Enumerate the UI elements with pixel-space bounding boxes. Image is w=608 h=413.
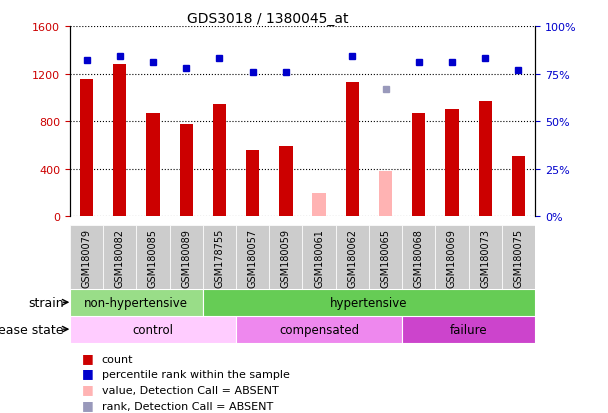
Bar <box>170 225 203 289</box>
Bar <box>80 80 93 217</box>
Bar <box>103 225 136 289</box>
Bar <box>512 156 525 217</box>
Text: GSM180075: GSM180075 <box>513 228 523 287</box>
Text: GSM180061: GSM180061 <box>314 228 324 287</box>
Text: GSM180085: GSM180085 <box>148 228 158 287</box>
Text: GSM180089: GSM180089 <box>181 228 191 287</box>
Bar <box>346 83 359 217</box>
Bar <box>435 225 469 289</box>
Text: compensated: compensated <box>279 323 359 336</box>
Bar <box>402 225 435 289</box>
Text: GSM180065: GSM180065 <box>381 228 390 287</box>
Bar <box>478 102 492 217</box>
Bar <box>412 114 426 217</box>
Bar <box>70 316 236 343</box>
Text: percentile rank within the sample: percentile rank within the sample <box>102 370 289 380</box>
Text: ■: ■ <box>82 367 94 380</box>
Text: strain: strain <box>28 296 64 309</box>
Text: failure: failure <box>450 323 488 336</box>
Text: control: control <box>133 323 173 336</box>
Bar <box>313 193 326 217</box>
Text: disease state: disease state <box>0 323 64 336</box>
Bar <box>179 124 193 217</box>
Bar <box>369 225 402 289</box>
Bar <box>302 225 336 289</box>
Bar <box>445 110 458 217</box>
Text: GSM178755: GSM178755 <box>215 228 224 287</box>
Bar <box>402 316 535 343</box>
Text: ■: ■ <box>82 351 94 364</box>
Text: rank, Detection Call = ABSENT: rank, Detection Call = ABSENT <box>102 401 273 411</box>
Bar <box>379 172 392 217</box>
Text: hypertensive: hypertensive <box>330 296 408 309</box>
Bar <box>469 225 502 289</box>
Bar <box>236 225 269 289</box>
Text: GSM180079: GSM180079 <box>81 228 92 287</box>
Bar <box>136 225 170 289</box>
Bar <box>502 225 535 289</box>
Bar <box>70 225 103 289</box>
Text: GSM180059: GSM180059 <box>281 228 291 287</box>
Bar <box>113 65 126 217</box>
Text: GSM180062: GSM180062 <box>347 228 358 287</box>
Text: ■: ■ <box>82 398 94 411</box>
Bar <box>147 114 160 217</box>
Text: GSM180057: GSM180057 <box>247 228 258 287</box>
Text: non-hypertensive: non-hypertensive <box>85 296 188 309</box>
Text: value, Detection Call = ABSENT: value, Detection Call = ABSENT <box>102 385 278 395</box>
Bar <box>70 289 203 316</box>
Bar <box>203 225 236 289</box>
Text: GSM180069: GSM180069 <box>447 228 457 287</box>
Text: GSM180068: GSM180068 <box>414 228 424 287</box>
Text: GSM180073: GSM180073 <box>480 228 490 287</box>
Bar <box>279 147 292 217</box>
Bar <box>236 316 402 343</box>
Text: ■: ■ <box>82 382 94 395</box>
Text: count: count <box>102 354 133 364</box>
Bar <box>213 105 226 217</box>
Bar <box>336 225 369 289</box>
Text: GSM180082: GSM180082 <box>115 228 125 287</box>
Bar <box>246 150 259 217</box>
Text: GDS3018 / 1380045_at: GDS3018 / 1380045_at <box>187 12 348 26</box>
Bar <box>203 289 535 316</box>
Bar <box>269 225 302 289</box>
